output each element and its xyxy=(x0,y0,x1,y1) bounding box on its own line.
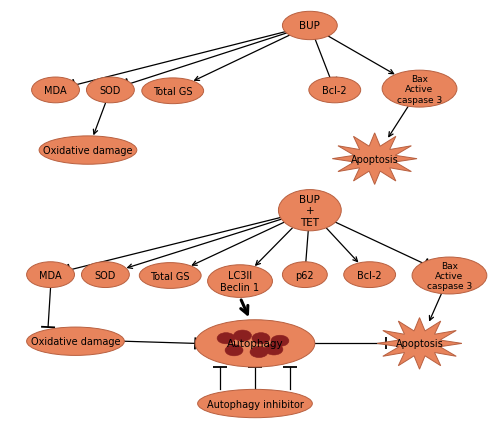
Ellipse shape xyxy=(282,12,338,40)
Text: Total GS: Total GS xyxy=(150,271,190,281)
Ellipse shape xyxy=(140,263,201,289)
Ellipse shape xyxy=(265,344,283,355)
Ellipse shape xyxy=(250,347,268,358)
Ellipse shape xyxy=(26,327,124,356)
Text: Apoptosis: Apoptosis xyxy=(351,154,399,164)
Text: Bcl-2: Bcl-2 xyxy=(322,86,347,96)
Text: Autophagy: Autophagy xyxy=(226,338,283,349)
Text: p62: p62 xyxy=(296,270,314,280)
Ellipse shape xyxy=(32,78,80,104)
Ellipse shape xyxy=(208,265,272,298)
Text: Bax
Active
caspase 3: Bax Active caspase 3 xyxy=(397,74,442,104)
Text: SOD: SOD xyxy=(100,86,121,96)
Text: BUP
+
TET: BUP + TET xyxy=(300,194,320,227)
Ellipse shape xyxy=(252,333,270,344)
Ellipse shape xyxy=(142,79,204,104)
Ellipse shape xyxy=(271,335,289,347)
Polygon shape xyxy=(377,318,462,369)
Polygon shape xyxy=(332,134,417,185)
Ellipse shape xyxy=(198,390,312,418)
Ellipse shape xyxy=(309,78,360,104)
Ellipse shape xyxy=(39,137,137,165)
Text: Total GS: Total GS xyxy=(153,86,192,97)
Ellipse shape xyxy=(382,71,457,108)
Text: Autophagy inhibitor: Autophagy inhibitor xyxy=(206,399,304,408)
Ellipse shape xyxy=(225,345,243,356)
Text: MDA: MDA xyxy=(39,270,62,280)
Text: SOD: SOD xyxy=(94,270,116,280)
Ellipse shape xyxy=(282,262,328,288)
Text: MDA: MDA xyxy=(44,86,67,96)
Text: Apoptosis: Apoptosis xyxy=(396,338,444,349)
Ellipse shape xyxy=(217,333,235,344)
Ellipse shape xyxy=(86,78,134,104)
Text: LC3II
Beclin 1: LC3II Beclin 1 xyxy=(220,270,260,292)
Ellipse shape xyxy=(26,262,74,288)
Text: Bcl-2: Bcl-2 xyxy=(358,270,382,280)
Ellipse shape xyxy=(412,258,487,294)
Ellipse shape xyxy=(82,262,130,288)
Text: BUP: BUP xyxy=(300,22,320,31)
Text: Oxidative damage: Oxidative damage xyxy=(43,146,132,156)
Ellipse shape xyxy=(234,330,252,341)
Text: Bax
Active
caspase 3: Bax Active caspase 3 xyxy=(427,261,472,291)
Ellipse shape xyxy=(195,320,315,367)
Ellipse shape xyxy=(344,262,396,288)
Text: Oxidative damage: Oxidative damage xyxy=(30,336,120,347)
Ellipse shape xyxy=(278,190,341,231)
